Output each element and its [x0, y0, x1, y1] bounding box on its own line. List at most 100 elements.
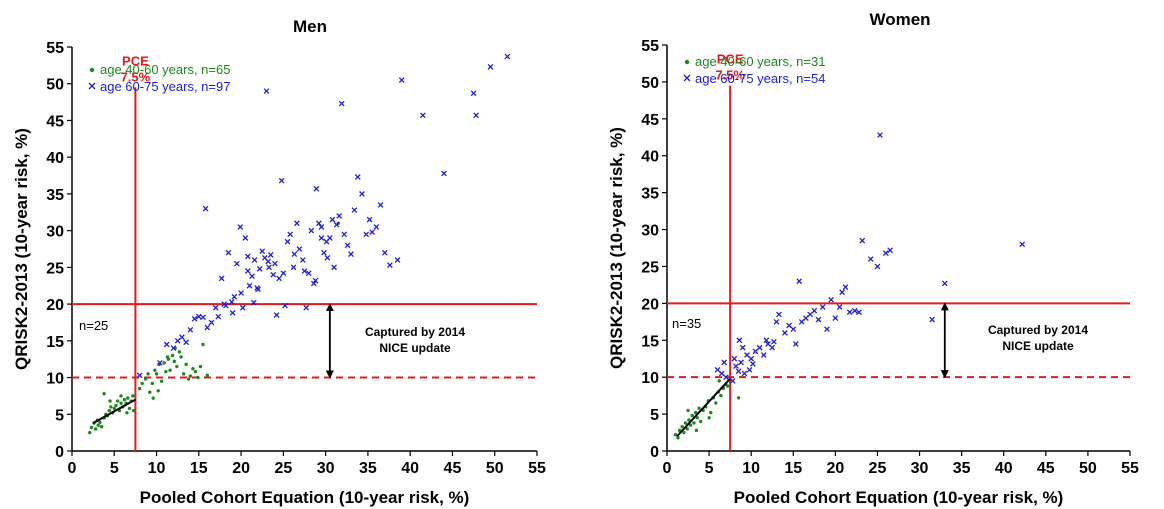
data-point-dot — [151, 396, 155, 400]
data-point-x — [208, 319, 215, 326]
data-point-x — [776, 311, 782, 318]
legend-entry: age 60-75 years, n=97 — [100, 79, 230, 94]
y-tick-label: 55 — [641, 38, 659, 55]
data-point-x — [874, 263, 881, 270]
y-tick-label: 40 — [641, 149, 659, 166]
data-point-x — [191, 315, 198, 322]
data-point-x — [310, 280, 317, 287]
data-point-dot — [132, 408, 136, 413]
data-point-x — [815, 316, 822, 323]
y-tick-label: 40 — [46, 150, 64, 167]
data-point-dot — [122, 397, 127, 402]
x-tick-label: 20 — [826, 460, 844, 477]
y-tick-label: 45 — [46, 113, 64, 130]
data-point-dot — [707, 416, 711, 420]
data-point-dot — [725, 384, 730, 388]
data-point-x — [234, 260, 240, 267]
x-tick-label: 0 — [68, 460, 77, 477]
data-point-x — [377, 202, 384, 208]
data-point-x — [278, 177, 285, 184]
data-point-dot — [683, 421, 688, 425]
x-tick-label: 0 — [663, 460, 672, 477]
data-point-dot — [177, 350, 182, 354]
data-point-dot — [709, 410, 713, 415]
data-point-x — [877, 132, 883, 138]
data-point-dot — [131, 394, 135, 398]
data-point-x — [846, 309, 853, 316]
y-tick-label: 20 — [641, 296, 659, 313]
data-point-dot — [687, 418, 691, 422]
data-point-x — [228, 299, 235, 305]
data-point-dot — [188, 374, 193, 378]
data-point-x — [183, 339, 189, 346]
data-point-x — [796, 278, 803, 285]
pce-label-title: PCE — [717, 52, 744, 67]
data-point-x — [170, 345, 177, 352]
data-point-x — [318, 224, 325, 230]
data-point-x — [333, 221, 340, 228]
data-point-dot — [695, 416, 700, 420]
data-point-dot — [719, 393, 723, 398]
data-point-x — [225, 249, 232, 256]
y-tick-label: 50 — [641, 75, 659, 92]
data-point-x — [351, 207, 358, 213]
data-point-x — [291, 251, 298, 258]
x-tick-label: 55 — [1121, 460, 1139, 477]
data-point-dot — [153, 368, 157, 372]
series-age-60-75 — [136, 53, 511, 379]
data-point-x — [244, 253, 251, 260]
legend-entry: age 40-60 years, n=31 — [695, 54, 825, 69]
data-point-x — [305, 270, 312, 277]
data-point-x — [331, 264, 337, 271]
data-point-x — [363, 231, 370, 238]
data-point-x — [359, 191, 365, 197]
data-point-x — [250, 299, 257, 306]
data-point-x — [301, 268, 308, 274]
data-point-x — [369, 229, 375, 235]
y-tick-label: 30 — [46, 224, 64, 241]
data-point-dot — [205, 373, 209, 378]
data-point-x — [272, 260, 278, 267]
data-point-x — [270, 271, 277, 278]
x-tick-label: 45 — [1037, 460, 1055, 477]
x-tick-label: 20 — [232, 460, 250, 477]
x-tick-label: 10 — [742, 460, 760, 477]
data-point-x — [290, 264, 297, 271]
data-point-dot — [693, 410, 698, 415]
legend-dot-marker — [684, 59, 690, 65]
data-point-x — [887, 247, 893, 254]
data-point-dot — [201, 342, 205, 347]
x-axis-title: Pooled Cohort Equation (10-year risk, %) — [734, 488, 1064, 507]
data-point-x — [373, 224, 380, 230]
data-point-x — [733, 363, 739, 369]
data-point-dot — [119, 394, 123, 398]
data-point-x — [387, 262, 393, 269]
data-point-x — [318, 235, 325, 241]
data-point-dot — [165, 355, 170, 359]
data-point-dot — [179, 355, 183, 359]
data-point-x — [748, 355, 755, 362]
data-point-dot — [193, 369, 198, 374]
data-point-x — [859, 237, 866, 244]
y-axis-title: QRISK2-2013 (10-year risk, %) — [607, 127, 626, 369]
data-point-x — [338, 100, 345, 107]
data-point-dot — [127, 406, 132, 411]
data-point-x — [313, 185, 320, 192]
trend-line — [92, 398, 136, 424]
data-point-dot — [88, 430, 92, 435]
trend-line — [676, 377, 731, 437]
data-point-dot — [148, 390, 152, 394]
data-point-dot — [673, 433, 678, 437]
data-point-x — [324, 254, 331, 261]
data-point-dot — [694, 428, 699, 433]
data-point-x — [792, 341, 799, 347]
data-point-x — [771, 338, 777, 345]
data-point-dot — [143, 377, 148, 381]
data-point-x — [136, 372, 143, 379]
x-tick-label: 25 — [869, 460, 887, 477]
data-point-x — [746, 366, 753, 373]
x-tick-label: 30 — [317, 460, 335, 477]
y-tick-label: 45 — [641, 112, 659, 129]
data-point-x — [280, 270, 287, 277]
data-point-x — [739, 344, 746, 351]
